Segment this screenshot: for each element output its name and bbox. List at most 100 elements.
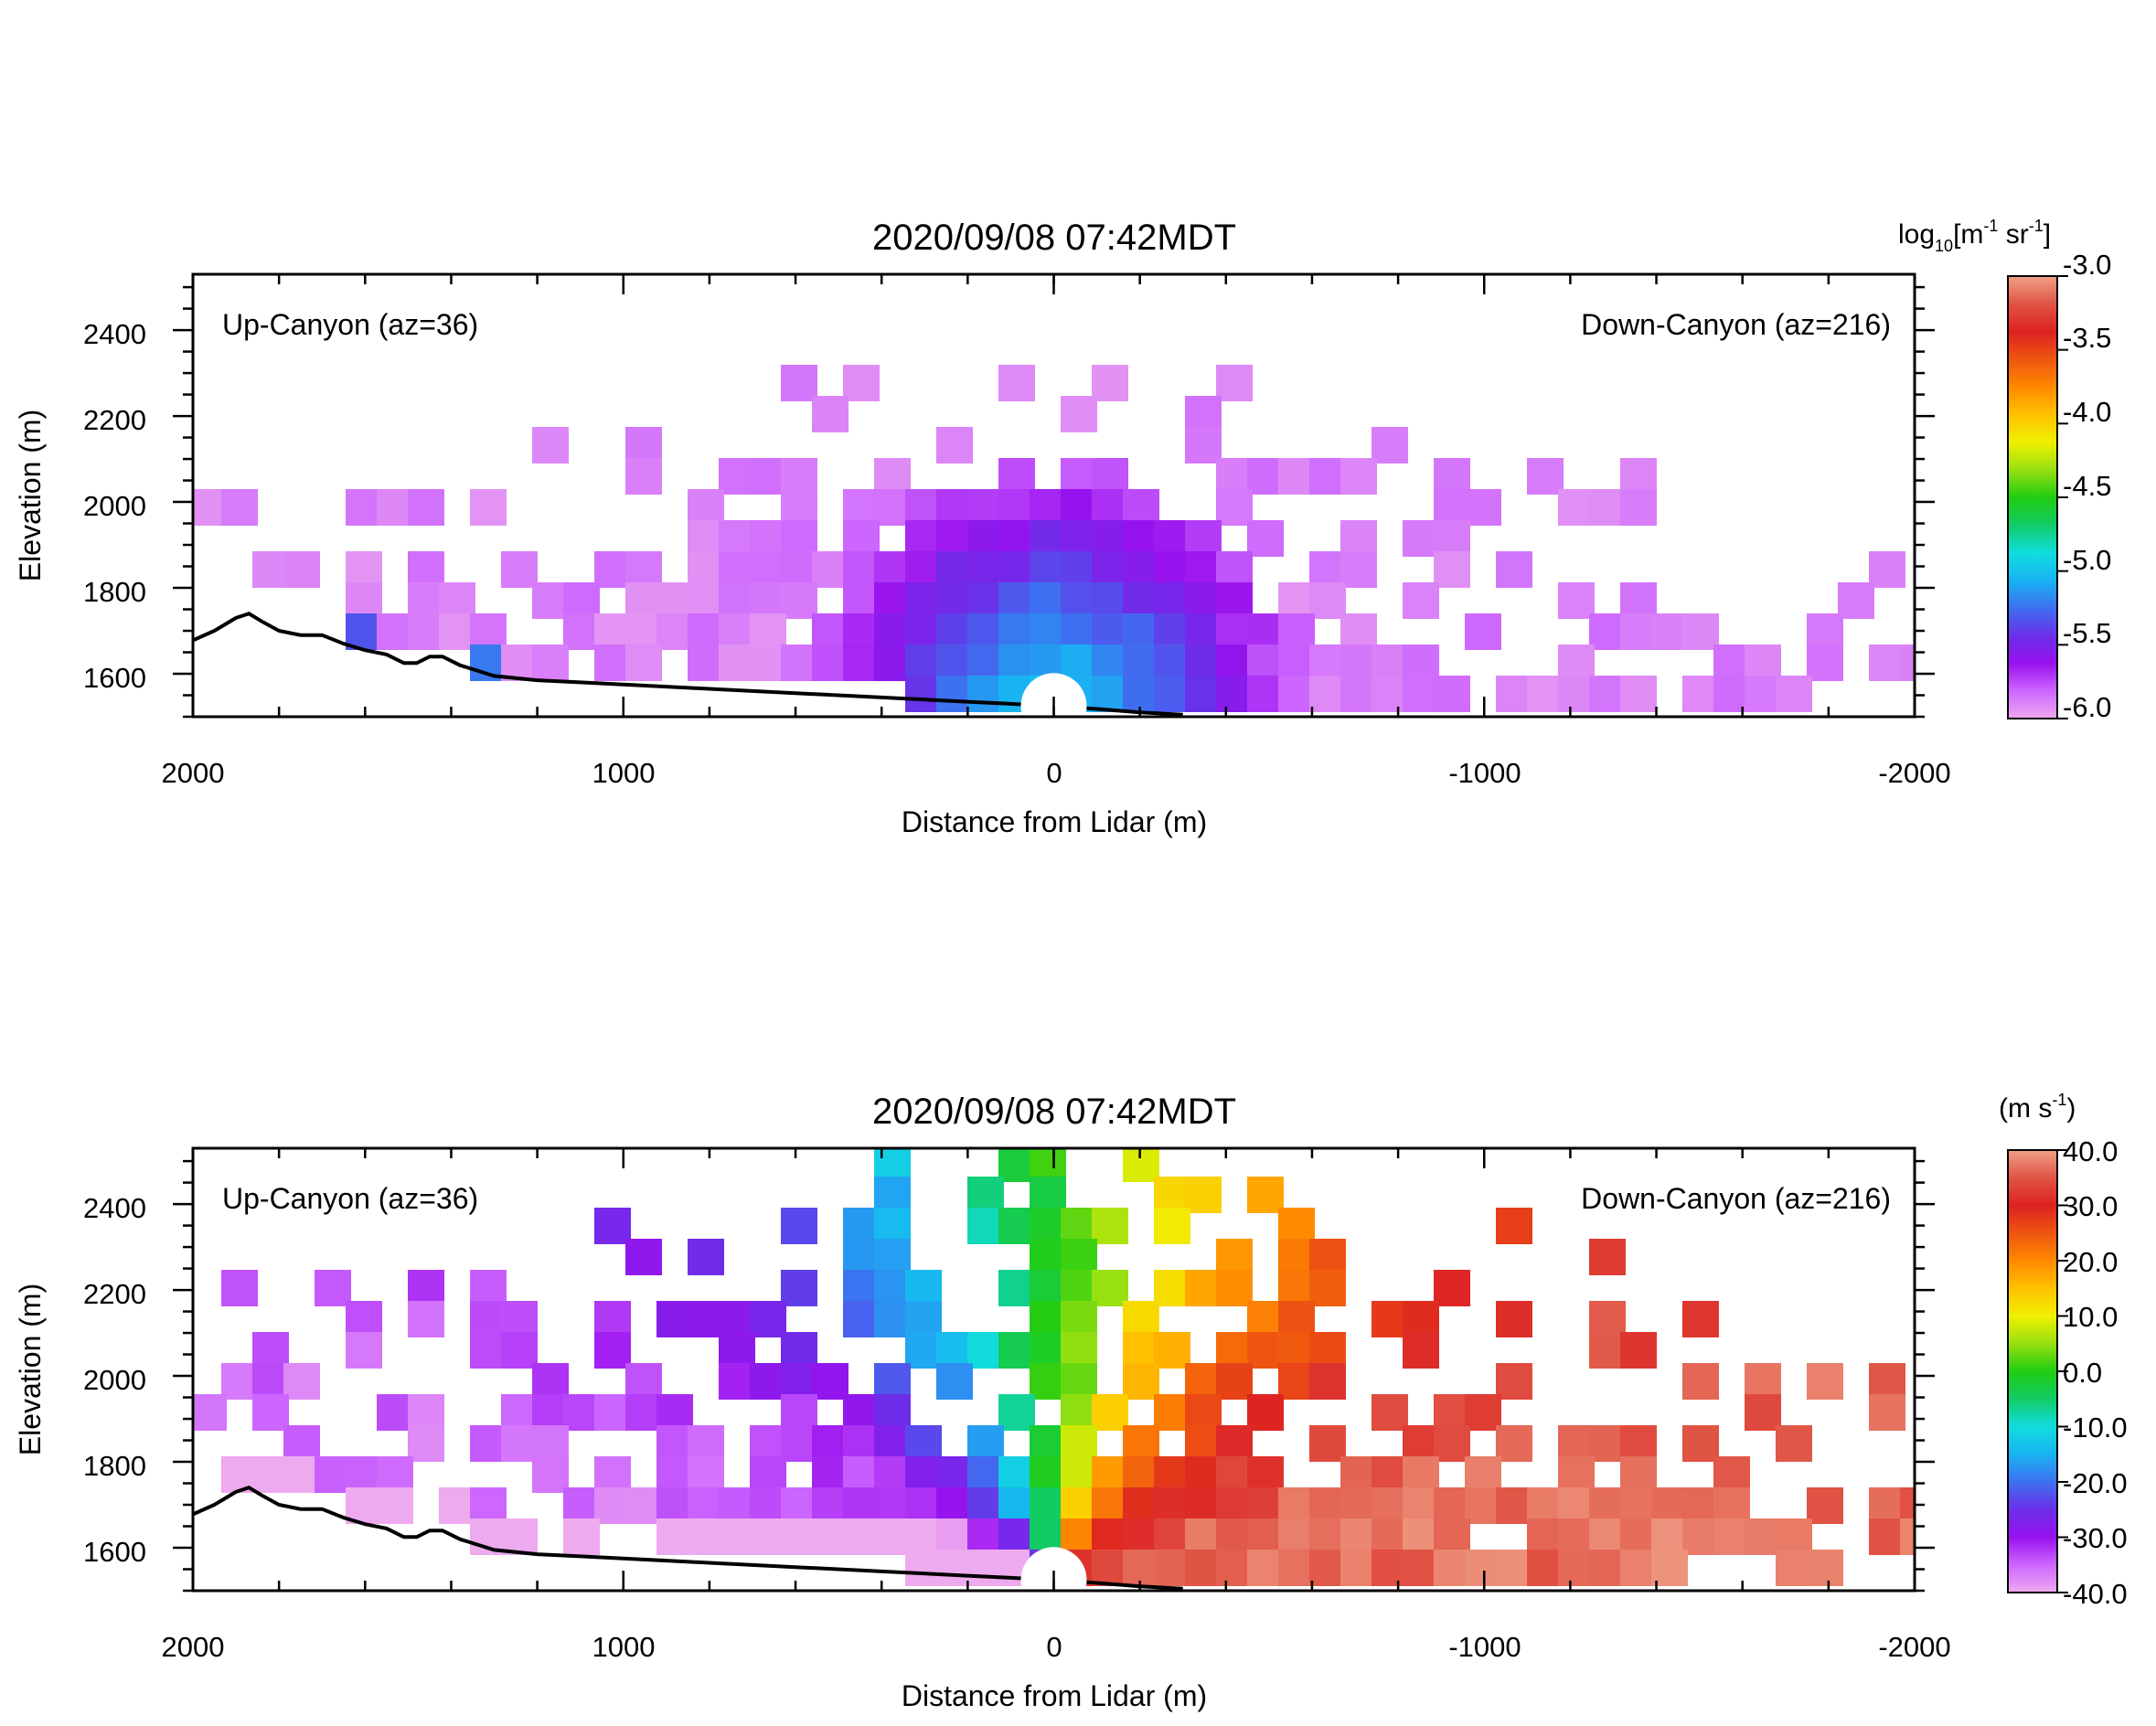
field-cell bbox=[532, 582, 569, 619]
field-cell bbox=[1589, 1239, 1626, 1275]
field-cell bbox=[998, 365, 1035, 401]
field-cell bbox=[1527, 1550, 1564, 1586]
field-cell bbox=[656, 1425, 693, 1462]
field-cell bbox=[905, 1487, 942, 1524]
field-cell bbox=[936, 1456, 973, 1493]
colorbar-tick-label: -5.0 bbox=[2063, 544, 2111, 576]
field-cell bbox=[1092, 1208, 1128, 1244]
field-cell bbox=[1651, 1487, 1688, 1524]
field-cell bbox=[812, 1363, 849, 1400]
field-cell bbox=[936, 613, 973, 650]
field-cell bbox=[874, 1456, 911, 1493]
field-cell bbox=[563, 582, 600, 619]
field-cell bbox=[936, 1332, 973, 1369]
field-cell bbox=[843, 582, 880, 619]
field-cell bbox=[1589, 613, 1626, 650]
field-cell bbox=[781, 489, 817, 526]
field-cell bbox=[1154, 1487, 1190, 1524]
field-cell bbox=[193, 1394, 227, 1431]
field-cell bbox=[1558, 1456, 1595, 1493]
field-cell bbox=[967, 645, 1004, 681]
field-cell bbox=[1869, 1487, 1905, 1524]
field-cell bbox=[1123, 1456, 1159, 1493]
field-cell bbox=[1247, 520, 1284, 557]
field-cell bbox=[625, 1239, 662, 1275]
field-cell bbox=[625, 645, 662, 681]
field-cell bbox=[1340, 551, 1377, 588]
field-cell bbox=[1123, 520, 1159, 557]
field-cell bbox=[1558, 645, 1595, 681]
field-cell bbox=[1309, 1332, 1346, 1369]
field-cell bbox=[719, 1301, 755, 1337]
field-cell bbox=[1434, 489, 1470, 526]
field-cell bbox=[1589, 489, 1626, 526]
field-cell bbox=[1372, 676, 1408, 712]
field-cell bbox=[1620, 582, 1657, 619]
field-cell bbox=[1745, 645, 1781, 681]
field-cell bbox=[1340, 1518, 1377, 1555]
field-cell bbox=[1030, 1332, 1066, 1369]
field-cell bbox=[750, 458, 786, 495]
x-tick-label: -2000 bbox=[1878, 757, 1950, 789]
field-cell bbox=[1745, 1518, 1781, 1555]
field-cell bbox=[193, 489, 227, 526]
field-cell bbox=[1123, 1487, 1159, 1524]
panel-title: 2020/09/08 07:42MDT bbox=[872, 1092, 1236, 1132]
field-cell bbox=[1185, 427, 1222, 463]
field-cell bbox=[1340, 458, 1377, 495]
field-cell bbox=[781, 1518, 817, 1555]
field-cell bbox=[719, 582, 755, 619]
field-cell bbox=[905, 1301, 942, 1337]
field-cell bbox=[1216, 613, 1253, 650]
field-cell bbox=[1340, 1456, 1377, 1493]
field-cell bbox=[1185, 396, 1222, 432]
field-cell bbox=[377, 613, 413, 650]
field-cell bbox=[781, 551, 817, 588]
field-cell bbox=[1216, 645, 1253, 681]
field-cell bbox=[719, 520, 755, 557]
y-tick-label: 2400 bbox=[83, 1192, 146, 1224]
field-cell bbox=[812, 613, 849, 650]
field-cell bbox=[936, 489, 973, 526]
field-cell bbox=[1185, 613, 1222, 650]
field-cell bbox=[1309, 645, 1346, 681]
field-cell bbox=[1278, 1487, 1315, 1524]
field-cell bbox=[1278, 1208, 1315, 1244]
field-cell bbox=[750, 1518, 786, 1555]
field-cell bbox=[1807, 1363, 1843, 1400]
field-cell bbox=[283, 551, 320, 588]
field-cell bbox=[1589, 1550, 1626, 1586]
field-cell bbox=[283, 1456, 320, 1493]
field-cell bbox=[283, 1363, 320, 1400]
field-cell bbox=[1185, 1270, 1222, 1306]
colorbar-tick-label: -4.5 bbox=[2063, 470, 2111, 502]
field-cell bbox=[1216, 1456, 1253, 1493]
panel-title: 2020/09/08 07:42MDT bbox=[872, 218, 1236, 258]
field-cell bbox=[1030, 582, 1066, 619]
field-cell bbox=[998, 613, 1035, 650]
field-cell bbox=[1092, 1487, 1128, 1524]
y-tick-label: 2000 bbox=[83, 1364, 146, 1396]
field-cell bbox=[1465, 1456, 1501, 1493]
field-cell bbox=[1589, 1487, 1626, 1524]
field-cell bbox=[1776, 1550, 1812, 1586]
field-cell bbox=[1154, 1456, 1190, 1493]
field-cell bbox=[594, 1456, 631, 1493]
field-cell bbox=[656, 613, 693, 650]
field-cell bbox=[625, 427, 662, 463]
field-cell bbox=[1185, 1518, 1222, 1555]
field-cell bbox=[1713, 1518, 1750, 1555]
field-cell bbox=[1123, 1518, 1159, 1555]
field-cell bbox=[1185, 1425, 1222, 1462]
field-cell bbox=[1434, 1270, 1470, 1306]
field-cell bbox=[967, 1456, 1004, 1493]
field-cell bbox=[750, 1301, 786, 1337]
field-cell bbox=[1403, 1518, 1439, 1555]
field-cell bbox=[1900, 1518, 1915, 1555]
field-cell bbox=[905, 1270, 942, 1306]
field-cell bbox=[656, 582, 693, 619]
field-cell bbox=[563, 1518, 600, 1555]
field-cell bbox=[843, 645, 880, 681]
field-cell bbox=[719, 458, 755, 495]
field-cell bbox=[843, 365, 880, 401]
